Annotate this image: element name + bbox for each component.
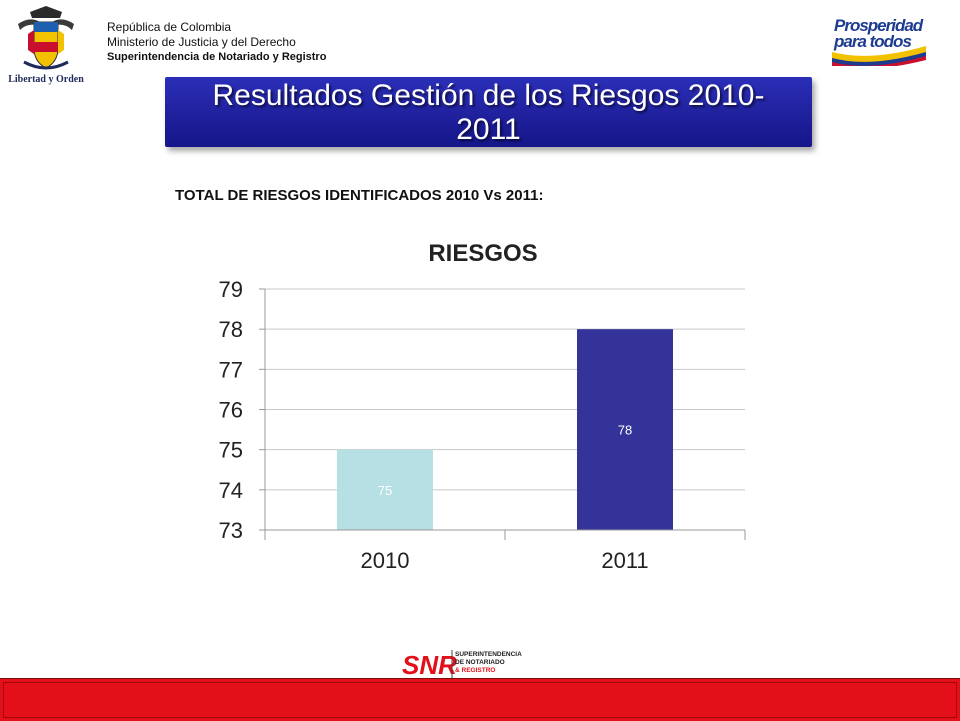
y-tick-label: 76 — [219, 398, 243, 423]
page-title: Resultados Gestión de los Riesgos 2010- … — [165, 79, 812, 147]
data-label-2010: 75 — [378, 483, 392, 498]
y-tick-label: 73 — [219, 518, 243, 543]
x-tick-label: 2011 — [601, 548, 648, 573]
coat-of-arms-icon — [10, 4, 82, 92]
x-tick-label: 2010 — [361, 548, 410, 573]
snr-line-3: & REGISTRO — [455, 667, 495, 674]
footer-bar — [0, 678, 960, 721]
y-tick-label: 77 — [219, 357, 243, 382]
logo-line-1: Prosperidad — [834, 16, 923, 35]
bar-2010 — [337, 449, 433, 530]
crest-motto: Libertad y Orden — [8, 74, 84, 85]
y-tick-label: 74 — [219, 478, 243, 503]
snr-logo: SNR SUPERINTENDENCIA DE NOTARIADO & REGI… — [400, 648, 530, 680]
y-tick-label: 79 — [219, 277, 243, 302]
chart-title: RIESGOS — [428, 240, 537, 267]
bar-2011 — [577, 329, 673, 530]
data-label-2011: 78 — [618, 423, 632, 438]
snr-line-2: DE NOTARIADO — [455, 659, 505, 666]
title-line-1: Resultados Gestión de los Riesgos 2010- — [212, 79, 765, 112]
chart-bars: 75 78 — [337, 329, 673, 530]
prosperidad-logo: Prosperidad para todos — [830, 16, 930, 66]
section-subtitle: TOTAL DE RIESGOS IDENTIFICADOS 2010 Vs 2… — [175, 187, 544, 204]
logo-line-2: para todos — [834, 32, 912, 51]
title-line-2: 2011 — [456, 113, 521, 146]
y-axis: 73 74 75 76 77 78 79 — [219, 277, 266, 543]
snr-wordmark: SNR — [402, 650, 457, 680]
y-tick-label: 78 — [219, 317, 243, 342]
snr-line-1: SUPERINTENDENCIA — [455, 651, 522, 658]
header-ministry: Ministerio de Justicia y del Derecho — [107, 35, 296, 49]
header-country: República de Colombia — [107, 20, 232, 34]
x-axis: 2010 2011 — [264, 529, 746, 573]
title-banner: Resultados Gestión de los Riesgos 2010- … — [165, 77, 812, 147]
y-tick-label: 75 — [219, 438, 243, 463]
footer-bar-inner — [3, 682, 957, 718]
chart-grid — [265, 288, 745, 531]
government-header: República de Colombia Ministerio de Just… — [107, 20, 326, 65]
header-superintendency: Superintendencia de Notariado y Registro — [107, 51, 327, 63]
